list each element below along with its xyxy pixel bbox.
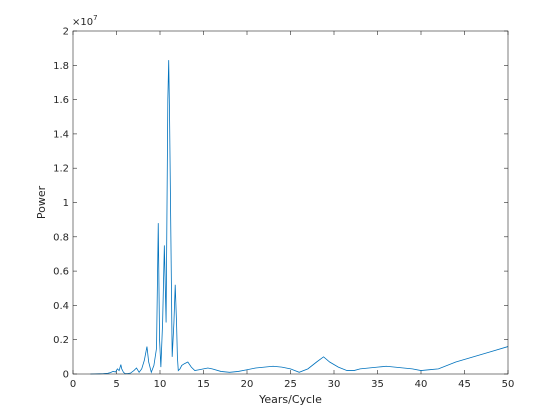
- y-tick-label: 1: [63, 198, 69, 209]
- plot-area: [73, 31, 508, 374]
- x-tick-label: 0: [70, 379, 76, 390]
- axes-box: [72, 30, 509, 375]
- x-tick-label: 35: [371, 379, 384, 390]
- x-tick-label: 30: [328, 379, 341, 390]
- y-tick-label: 1.4: [53, 129, 69, 140]
- y-tick-label: 1.8: [53, 61, 69, 72]
- x-tick-label: 5: [113, 379, 119, 390]
- x-tick-label: 40: [415, 379, 428, 390]
- y-tick-label: 0: [63, 370, 69, 381]
- y-tick-label: 0.8: [53, 232, 69, 243]
- y-axis-ticks: 0 0.2 0.4 0.6 0.8 1 1.2 1.4 1.6 1.8 2: [53, 27, 508, 381]
- x-tick-label: 20: [241, 379, 254, 390]
- y-tick-label: 0.2: [53, 335, 69, 346]
- y-tick-label: 2: [63, 27, 69, 38]
- x-tick-label: 10: [154, 379, 167, 390]
- y-exponent-label: ×107: [72, 14, 98, 28]
- y-axis-label: Power: [35, 185, 48, 219]
- y-tick-label: 0.6: [53, 267, 69, 278]
- x-tick-label: 15: [197, 379, 210, 390]
- y-tick-label: 1.2: [53, 164, 69, 175]
- x-axis-ticks: 0 5 10 15 20 25 30 35 40 45 50: [70, 31, 515, 390]
- x-tick-label: 50: [502, 379, 515, 390]
- y-tick-label: 1.6: [53, 95, 69, 106]
- x-tick-label: 45: [458, 379, 471, 390]
- x-tick-label: 25: [284, 379, 297, 390]
- series-line: [90, 60, 509, 375]
- x-axis-label: Years/Cycle: [258, 393, 322, 406]
- y-tick-label: 0.4: [53, 301, 69, 312]
